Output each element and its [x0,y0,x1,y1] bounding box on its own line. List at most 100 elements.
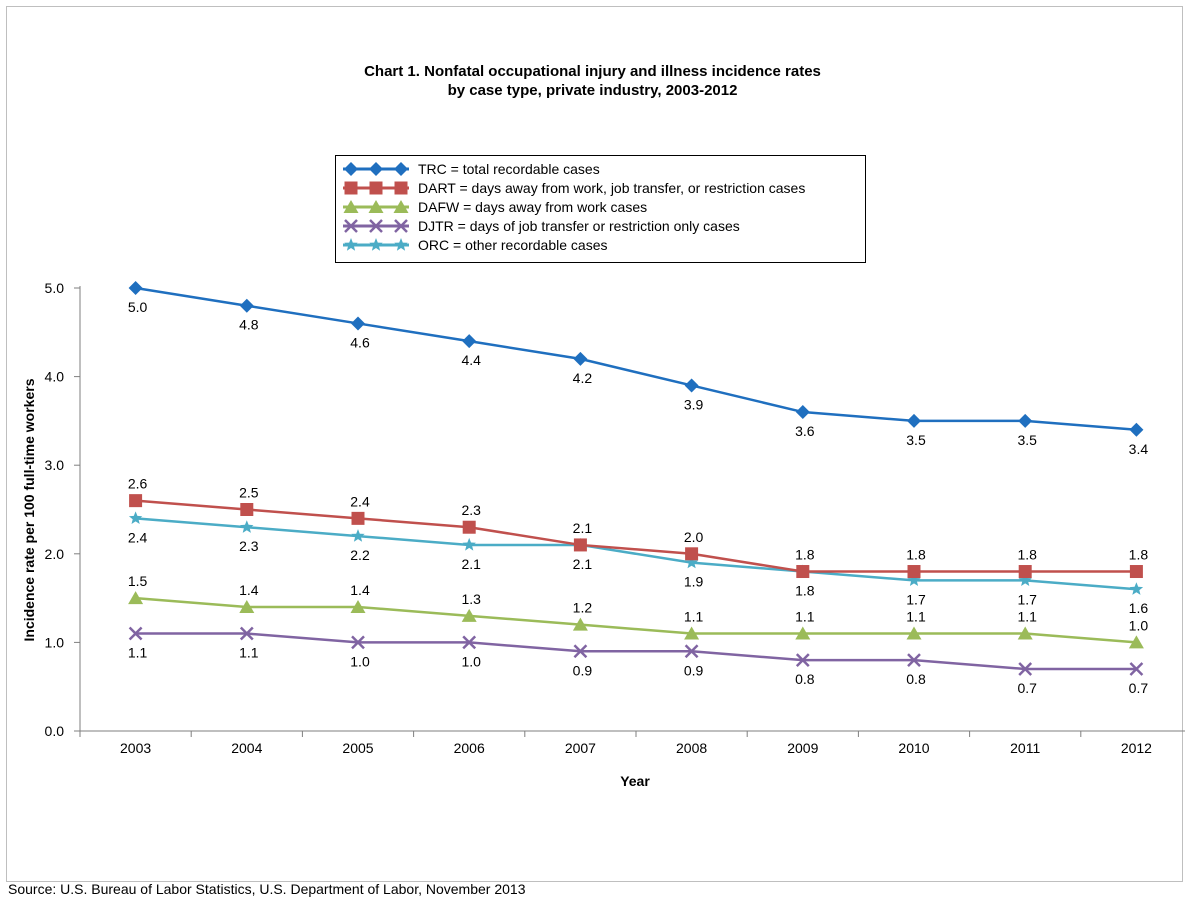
legend-marker-dart [394,181,408,195]
data-label-djtr: 1.0 [350,653,370,669]
data-label-orc: 2.1 [573,556,593,572]
legend-marker-djtr-stroke-b [369,219,383,233]
data-point-trc [1018,413,1033,428]
data-point-djtr [907,653,921,668]
chart-title: Chart 1. Nonfatal occupational injury an… [0,62,1185,100]
data-point-dart [462,520,476,534]
series-line-orc [135,517,1137,591]
data-point-dart [1129,565,1143,579]
data-point-trc [462,334,477,349]
data-label-orc: 1.7 [906,591,926,607]
legend-marker-orc [344,238,358,251]
y-tick-label: 1.0 [45,634,65,650]
data-point-djtr-stroke-b [351,635,365,650]
data-label-dafw: 1.1 [795,609,815,625]
data-label-trc: 3.6 [795,423,815,439]
data-point-dafw [795,626,811,640]
y-tick-label: 0.0 [45,723,65,739]
data-point-dart [796,565,810,579]
data-point-djtr [1018,662,1033,676]
data-label-orc: 1.8 [795,583,815,599]
data-label-orc: 1.6 [1129,600,1149,616]
legend-marker-dafw [343,200,359,213]
data-label-trc: 4.6 [350,334,370,350]
data-label-djtr: 0.9 [573,662,593,678]
data-label-djtr: 1.1 [128,645,148,661]
legend: TRC = total recordable cases DART = days … [335,155,866,263]
x-tick-label: 2005 [342,740,373,756]
data-point-djtr-stroke-b [795,653,810,668]
data-point-djtr-stroke-b [684,644,699,659]
legend-marker-trc [369,162,383,176]
data-point-orc [240,520,254,533]
data-point-orc [351,529,365,542]
y-tick-label: 5.0 [45,280,65,296]
data-label-dafw: 1.3 [461,591,481,607]
data-point-djtr [128,626,143,641]
data-point-djtr-stroke-b [1018,662,1033,676]
y-axis-title: Incidence rate per 100 full-time workers [21,378,37,641]
data-label-djtr: 1.0 [461,653,481,669]
data-point-trc [128,281,143,295]
legend-label-dafw: DAFW = days away from work cases [418,199,648,215]
data-label-orc: 2.4 [128,529,148,545]
x-axis-title: Year [620,773,650,789]
x-tick-label: 2003 [120,740,151,756]
data-label-dart: 2.3 [461,502,481,518]
data-point-djtr [684,644,699,659]
chart-title-line-1: Chart 1. Nonfatal occupational injury an… [364,63,821,80]
series-line-djtr [135,632,1137,671]
data-label-dart: 2.1 [573,520,593,536]
data-point-dafw [461,608,477,622]
data-label-trc: 3.5 [1017,432,1037,448]
data-point-djtr [239,626,254,641]
data-label-orc: 2.1 [461,556,481,572]
data-point-trc [573,351,588,366]
series-line-dafw [135,596,1137,644]
data-label-dafw: 1.4 [350,582,370,598]
data-point-dart [129,494,143,508]
data-label-orc: 2.3 [239,538,259,554]
legend-marker-orc [394,238,408,251]
y-tick-label: 2.0 [45,546,65,562]
data-point-djtr-stroke-b [462,635,477,650]
legend-swatch-trc [343,162,409,176]
legend-label-dart: DART = days away from work, job transfer… [418,180,806,196]
data-point-djtr [351,635,365,650]
data-point-djtr-stroke-b [239,626,254,641]
data-point-djtr-stroke-b [128,626,143,641]
y-tick-label: 4.0 [45,369,65,385]
data-label-trc: 4.4 [461,352,481,368]
legend-marker-dart [369,181,383,195]
data-label-trc: 4.8 [239,317,259,333]
data-label-djtr: 0.9 [684,662,704,678]
data-label-trc: 3.4 [1129,441,1149,457]
data-label-dafw: 1.5 [128,573,148,589]
data-label-trc: 4.2 [573,370,593,386]
data-label-dafw: 1.2 [573,600,593,616]
legend-marker-djtr-stroke-b [394,219,408,233]
data-point-orc [1129,582,1144,595]
series-line-dart [135,499,1137,573]
data-label-dart: 2.5 [239,485,259,501]
data-point-orc [1018,573,1032,586]
data-point-dart [907,565,921,579]
legend-marker-orc [369,238,383,251]
data-label-orc: 1.7 [1017,591,1037,607]
data-label-djtr: 0.7 [1129,680,1149,696]
chart-frame [6,6,1183,882]
data-point-dafw [1128,635,1144,649]
legend-marker-djtr-stroke-b [344,219,358,233]
data-point-djtr-stroke-b [1129,662,1144,676]
data-label-dart: 2.0 [684,529,704,545]
data-point-dart [573,538,587,552]
data-label-dafw: 1.1 [906,609,926,625]
data-label-dafw: 1.4 [239,582,259,598]
x-tick-label: 2007 [565,740,596,756]
legend-marker-dafw [393,200,409,213]
y-tick-label: 3.0 [45,457,65,473]
legend-swatch-dart [343,181,409,195]
legend-item-djtr: DJTR = days of job transfer or restricti… [336,217,865,235]
legend-label-djtr: DJTR = days of job transfer or restricti… [418,218,740,234]
legend-item-dafw: DAFW = days away from work cases [336,198,865,216]
